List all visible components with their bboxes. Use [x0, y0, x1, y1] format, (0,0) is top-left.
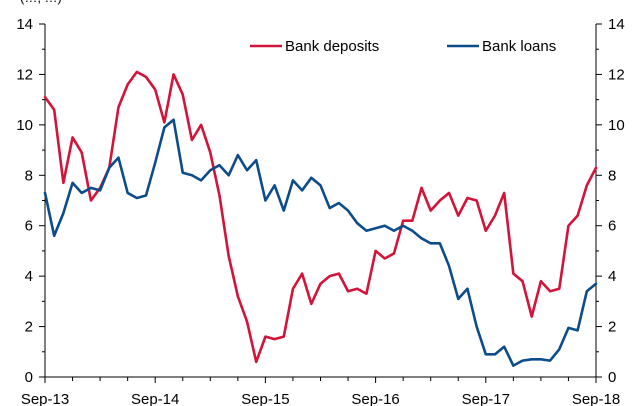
x-tick-label: Sep-17	[462, 391, 510, 406]
y-tick-label-left: 0	[25, 369, 33, 386]
y-tick-label-left: 10	[16, 117, 33, 134]
x-tick-label: Sep-15	[241, 391, 289, 406]
y-tick-label-left: 12	[16, 66, 33, 83]
y-tick-label-right: 6	[608, 218, 616, 235]
y-tick-label-right: 2	[608, 319, 616, 336]
y-tick-label-left: 8	[25, 167, 33, 184]
y-tick-label-right: 0	[608, 369, 616, 386]
y-tick-label-right: 14	[608, 16, 625, 33]
y-tick-label-left: 6	[25, 218, 33, 235]
series-layer	[43, 70, 598, 367]
x-tick-label: Sep-13	[21, 391, 69, 406]
y-tick-label-right: 8	[608, 167, 616, 184]
x-tick-label: Sep-18	[572, 391, 620, 406]
x-tick-label: Sep-16	[351, 391, 399, 406]
y-tick-label-right: 10	[608, 117, 625, 134]
legend-label-bank-loans: Bank loans	[482, 38, 556, 55]
y-tick-label-left: 2	[25, 319, 33, 336]
axes: 0 0 2 2 4 4 6 6 8 8 10 10 12 12 14 14 Sep-13 Sep-14 Sep-15…	[16, 16, 624, 406]
y-tick-label-left: 4	[25, 268, 33, 285]
y-tick-label-left: 14	[16, 16, 33, 33]
y-tick-label-right: 4	[608, 268, 616, 285]
series-line-bank-deposits	[43, 70, 598, 364]
legend: Bank deposits Bank loans	[250, 38, 556, 55]
top-cut-text: (…, …)	[20, 0, 62, 5]
series-line-bank-loans	[43, 118, 598, 367]
x-tick-label: Sep-14	[131, 391, 179, 406]
legend-label-bank-deposits: Bank deposits	[285, 38, 379, 55]
y-tick-label-right: 12	[608, 66, 625, 83]
